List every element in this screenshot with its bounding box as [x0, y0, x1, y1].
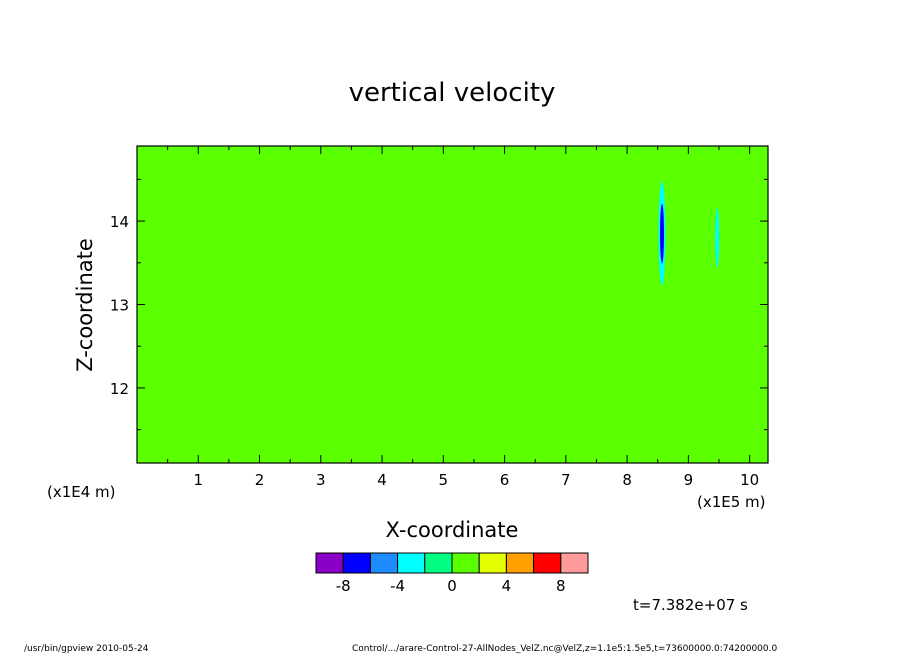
field-streak	[208, 157, 221, 463]
field-streak	[508, 162, 512, 362]
field-streak	[526, 174, 539, 338]
colorbar-swatch	[560, 552, 589, 574]
colorbar-swatch	[342, 552, 371, 574]
field-streak	[486, 180, 502, 334]
field-plume	[455, 186, 485, 463]
colorbar-swatch	[397, 552, 426, 574]
colorbar-swatch	[533, 552, 562, 574]
x-tick-label: 9	[684, 471, 694, 489]
time-label: t=7.382e+07 s	[633, 596, 748, 614]
field-streak	[374, 168, 386, 380]
feature-core	[715, 207, 720, 268]
colorbar-swatch	[369, 552, 399, 574]
x-unit-label: (x1E5 m)	[697, 493, 766, 511]
field-plume	[300, 186, 335, 463]
y-tick-label: 12	[110, 380, 129, 398]
chart-title: vertical velocity	[349, 78, 556, 108]
x-tick-label: 3	[316, 471, 326, 489]
field-streak	[177, 185, 191, 421]
field-streak	[538, 146, 548, 434]
field-plume	[148, 186, 178, 463]
colorbar-tick-label: -4	[390, 577, 405, 595]
feature-core	[660, 203, 665, 264]
colorbar-tick-label: 4	[502, 577, 512, 595]
y-tick-label: 13	[110, 297, 129, 315]
field-plume	[575, 186, 640, 463]
velocity-features	[658, 181, 721, 290]
y-axis-label: Z-coordinate	[73, 238, 97, 372]
colorbar-tick-label: -8	[336, 577, 351, 595]
plot-area	[137, 146, 768, 463]
field-streak	[511, 157, 526, 301]
colorbar: -8 -4 0 4 8	[315, 552, 589, 595]
x-tick-label: 4	[377, 471, 387, 489]
colorbar-tick-label: 0	[447, 577, 457, 595]
field-streak	[195, 212, 200, 392]
y-axis: 12 13 14	[110, 178, 768, 431]
colorbar-swatch	[478, 552, 507, 574]
colorbar-tick-label: 8	[556, 577, 566, 595]
x-tick-label: 6	[500, 471, 510, 489]
footer-left: /usr/bin/gpview 2010-05-24	[24, 644, 149, 654]
field-streak	[220, 184, 230, 390]
y-tick-label: 14	[110, 213, 129, 231]
velocity-field	[146, 146, 764, 463]
colorbar-swatch	[451, 552, 480, 574]
x-tick-label: 10	[740, 471, 759, 489]
x-tick-label: 7	[561, 471, 571, 489]
colorbar-swatch	[424, 552, 453, 574]
field-plume	[235, 186, 290, 463]
colorbar-swatch	[505, 552, 535, 574]
footer-right: Control/.../arare-Control-27-AllNodes_Ve…	[352, 644, 777, 654]
x-tick-label: 1	[193, 471, 203, 489]
field-streak	[760, 158, 764, 427]
colorbar-swatch	[315, 552, 344, 574]
y-unit-label: (x1E4 m)	[47, 483, 116, 501]
field-streak	[385, 194, 391, 463]
x-axis: 1 2 3 4 5 6 7 8 9 10	[167, 146, 759, 489]
x-axis-label: X-coordinate	[386, 518, 519, 542]
field-streak	[190, 211, 196, 463]
x-tick-label: 8	[622, 471, 632, 489]
field-streak	[753, 213, 761, 454]
x-tick-label: 2	[255, 471, 265, 489]
x-tick-label: 5	[439, 471, 449, 489]
